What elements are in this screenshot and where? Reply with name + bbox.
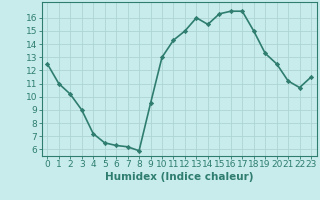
X-axis label: Humidex (Indice chaleur): Humidex (Indice chaleur) <box>105 172 253 182</box>
